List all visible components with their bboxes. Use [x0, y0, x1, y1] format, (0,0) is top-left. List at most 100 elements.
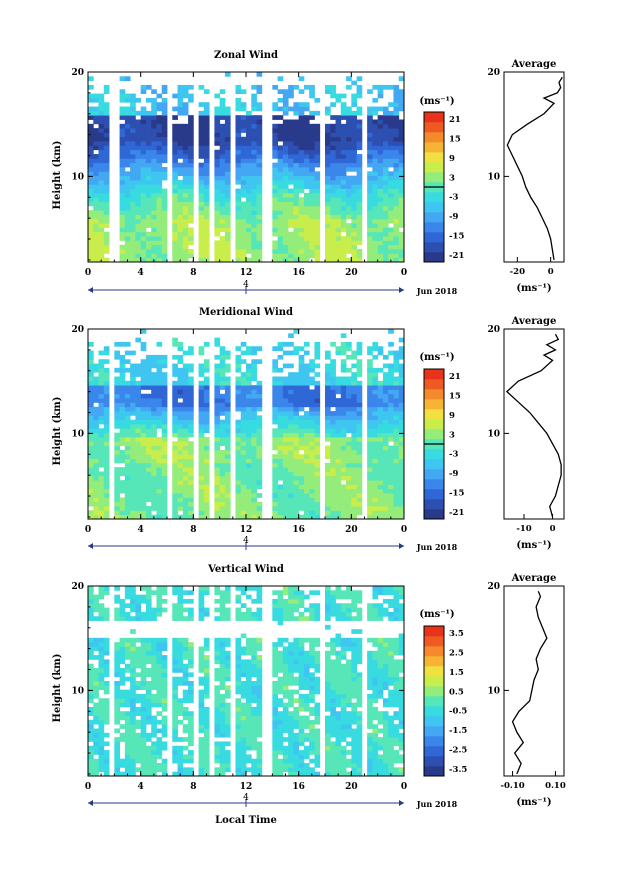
zonal-field-cell [367, 89, 373, 94]
zonal-field-cell [246, 236, 252, 241]
meridional-field-cell [93, 510, 99, 516]
meridional-field-cell [151, 454, 157, 459]
vertical-field-cell [224, 767, 231, 773]
zonal-field-cell [103, 145, 110, 151]
zonal-field-cell [372, 197, 379, 202]
meridional-field-cell [130, 428, 136, 434]
meridional-field-cell [288, 462, 294, 468]
vertical-field-cell [88, 754, 94, 760]
meridional-field-cell [172, 480, 178, 485]
meridional-field-cell [382, 411, 389, 416]
meridional-field-cell [114, 441, 120, 446]
zonal-x-tick-label: 8 [190, 268, 196, 278]
meridional-field-cell [240, 372, 247, 377]
zonal-field-cell [377, 188, 384, 194]
zonal-field-cell [246, 115, 252, 120]
meridional-field-cell [88, 445, 94, 451]
zonal-field-cell [256, 136, 263, 142]
zonal-field-cell [314, 162, 321, 168]
meridional-field-cell [398, 475, 405, 481]
vertical-field-cell [145, 685, 152, 691]
zonal-field-cell [219, 197, 226, 202]
zonal-field-cell [372, 171, 379, 177]
zonal-field-cell [351, 128, 357, 133]
zonal-field-cell [277, 106, 284, 112]
zonal-field-cell [372, 201, 379, 207]
zonal-field-cell [235, 119, 242, 125]
zonal-field-cell [309, 205, 315, 211]
zonal-field-cell [119, 158, 126, 164]
vertical-field-cell [98, 655, 105, 660]
zonal-field-cell [309, 253, 315, 259]
zonal-field-cell [303, 197, 310, 202]
zonal-field-cell [272, 145, 278, 151]
vertical-field-cell [151, 698, 157, 703]
zonal-field-cell [372, 231, 379, 237]
zonal-field-cell [214, 249, 221, 254]
meridional-field-cell [188, 488, 194, 494]
meridional-field-cell [130, 467, 136, 472]
zonal-field-cell [177, 197, 184, 202]
zonal-field-cell [256, 106, 263, 112]
vertical-field-cell [114, 767, 120, 773]
zonal-field-cell [151, 214, 157, 220]
zonal-field-cell [372, 244, 379, 250]
zonal-field-cell [351, 154, 357, 159]
zonal-field-cell [198, 154, 205, 159]
meridional-field-cell [277, 402, 284, 408]
meridional-field-cell [188, 367, 194, 373]
meridional-field-cell [156, 462, 163, 468]
zonal-colorbar-segment [424, 212, 444, 223]
meridional-field-cell [303, 501, 310, 507]
meridional-field-cell [335, 350, 342, 356]
meridional-field-cell [298, 441, 305, 446]
meridional-field-cell [372, 389, 379, 395]
vertical-field-cell [214, 672, 221, 678]
zonal-field-cell [198, 115, 205, 120]
meridional-field-cell [393, 484, 400, 490]
zonal-field-cell [256, 223, 263, 228]
zonal-field-cell [151, 97, 157, 103]
vertical-field-cell [145, 715, 152, 721]
meridional-field-cell [98, 436, 105, 442]
meridional-field-cell [103, 393, 110, 399]
meridional-field-cell [172, 445, 178, 451]
zonal-field-cell [393, 102, 400, 107]
meridional-field-cell [382, 501, 389, 507]
meridional-field-cell [161, 428, 168, 434]
zonal-field-cell [325, 141, 331, 146]
meridional-field-cell [372, 346, 379, 351]
meridional-field-cell [198, 514, 205, 520]
meridional-field-cell [314, 445, 321, 451]
vertical-field-cell [103, 611, 110, 617]
zonal-field-cell [356, 136, 363, 142]
zonal-field-cell [119, 175, 126, 181]
zonal-field-cell [145, 210, 152, 215]
zonal-field-cell [93, 236, 99, 241]
meridional-field-cell [377, 350, 384, 356]
meridional-colorbar-segment [424, 459, 444, 470]
zonal-field-cell [93, 167, 99, 172]
vertical-field-cell [156, 737, 163, 742]
meridional-field-cell [377, 454, 384, 459]
zonal-field-cell [224, 192, 231, 198]
meridional-field-cell [88, 441, 94, 446]
vertical-field-cell [240, 758, 247, 764]
zonal-field-cell [161, 123, 168, 129]
vertical-field-cell [172, 728, 178, 734]
meridional-field-cell [351, 445, 357, 451]
meridional-field-cell [256, 484, 263, 490]
meridional-field-cell [161, 436, 168, 442]
meridional-field-cell [198, 406, 205, 412]
meridional-field-cell [98, 432, 105, 438]
zonal-field-cell [182, 197, 189, 202]
zonal-x-tick-label: 4 [138, 268, 144, 278]
meridional-field-cell [135, 406, 142, 412]
meridional-field-cell [177, 372, 184, 377]
vertical-field-cell [130, 754, 136, 760]
vertical-field-cell [124, 702, 131, 708]
zonal-field-cell [203, 171, 210, 177]
meridional-field-cell [151, 406, 157, 412]
meridional-field-cell [188, 385, 194, 390]
vertical-field-cell [135, 681, 142, 686]
